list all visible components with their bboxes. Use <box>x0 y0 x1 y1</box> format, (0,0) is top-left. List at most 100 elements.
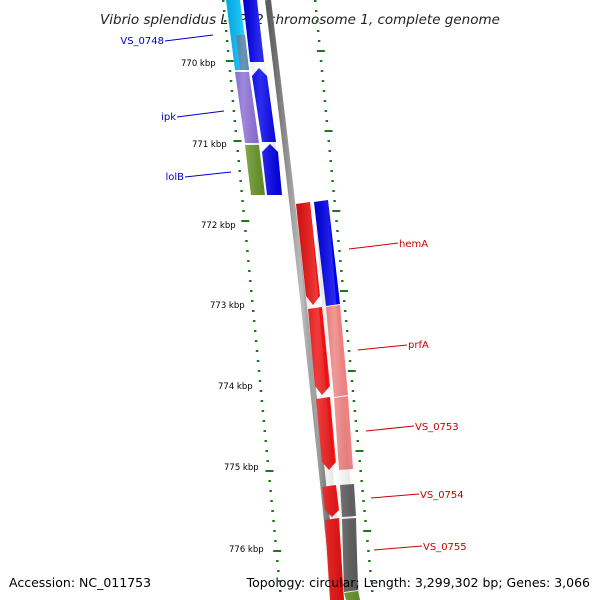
ruler-tick-minor <box>276 560 279 562</box>
ruler-tick-minor <box>258 380 262 382</box>
kbp-label-774: 774 kbp <box>218 382 253 392</box>
ruler-tick-minor <box>273 530 276 532</box>
ruler-tick-minor <box>327 140 331 142</box>
gene-label-prfA[interactable]: prfA <box>408 340 429 351</box>
ruler-tick-minor <box>231 100 235 102</box>
ruler-tick-minor <box>332 190 335 192</box>
ruler-tick-minor <box>344 320 348 322</box>
ruler-tick-minor <box>331 180 334 182</box>
ruler-tick-minor <box>324 110 328 112</box>
kbp-label-771: 771 kbp <box>192 140 227 150</box>
ruler-tick-minor <box>251 300 254 302</box>
ruler-tick-major <box>273 550 282 552</box>
ruler-tick-minor <box>363 510 366 512</box>
ruler-tick-minor <box>354 420 358 422</box>
ruler-tick-minor <box>321 80 325 82</box>
ruler-tick-minor <box>358 460 361 462</box>
gene-label-lolB[interactable]: lolB <box>165 172 184 183</box>
ruler-tick-minor <box>250 290 253 292</box>
cds-bar-upper-shine <box>243 0 282 195</box>
ruler-tick-minor <box>277 570 280 572</box>
ruler-tick-minor <box>337 240 340 242</box>
ruler-tick-minor <box>230 90 234 92</box>
ruler-tick-minor <box>239 180 242 182</box>
ruler-tick-minor <box>225 40 229 42</box>
ruler-tick-minor <box>265 450 268 452</box>
ruler-tick-minor <box>343 300 346 302</box>
ruler-tick-minor <box>233 120 237 122</box>
gene-label-vs0755[interactable]: VS_0755 <box>423 542 467 553</box>
ruler-tick-minor <box>352 400 356 402</box>
ruler-tick-minor <box>350 380 354 382</box>
gene-label-hemA[interactable]: hemA <box>399 239 428 250</box>
ruler-tick-major <box>332 210 341 212</box>
ruler-tick-minor <box>269 490 272 492</box>
gene-label-vs0753[interactable]: VS_0753 <box>415 422 459 433</box>
ruler-tick-minor <box>345 330 349 332</box>
ruler-tick-major <box>355 450 364 452</box>
ruler-tick-minor <box>336 230 339 232</box>
ruler-tick-minor <box>236 150 239 152</box>
ruler-tick-major <box>340 290 349 292</box>
ruler-tick-minor <box>256 360 260 362</box>
ruler-tick-minor <box>272 520 275 522</box>
ruler-tick-minor <box>335 220 338 222</box>
ruler-tick-minor <box>330 170 333 172</box>
ruler-tick-minor <box>314 0 317 2</box>
gene-lower-shine <box>314 200 360 600</box>
ruler-tick-minor <box>346 340 350 342</box>
ruler-tick-minor <box>341 280 344 282</box>
ruler-tick-minor <box>268 480 271 482</box>
ruler-tick-minor <box>353 410 357 412</box>
ruler-tick-minor <box>234 130 238 132</box>
ruler-tick-major <box>316 50 325 52</box>
leader-vs0753 <box>365 425 415 432</box>
ruler-tick-minor <box>359 470 362 472</box>
ruler-tick-major <box>324 130 333 132</box>
ruler-tick-major <box>347 370 356 372</box>
ruler-tick-minor <box>364 520 367 522</box>
ruler-tick-minor <box>260 400 264 402</box>
ruler-tick-minor <box>263 430 267 432</box>
ruler-tick-minor <box>356 440 360 442</box>
kbp-label-775: 775 kbp <box>224 463 259 473</box>
ruler-tick-minor <box>246 250 249 252</box>
ruler-tick-minor <box>322 90 326 92</box>
leader-vs0748 <box>164 34 214 42</box>
gene-leader-lines <box>164 34 423 551</box>
ruler-tick-minor <box>224 30 228 32</box>
gene-track-lower <box>296 200 360 600</box>
ruler-tick-minor <box>251 310 255 312</box>
ruler-tick-minor <box>271 510 274 512</box>
ruler-tick-minor <box>245 240 248 242</box>
gene-label-ipk[interactable]: ipk <box>161 112 176 123</box>
ruler-tick-minor <box>333 200 336 202</box>
leader-vs0754 <box>370 493 420 499</box>
cds-red-shine <box>296 202 344 600</box>
accession-text: Accession: NC_011753 <box>9 575 151 590</box>
ruler-tick-minor <box>340 270 343 272</box>
ruler-tick-major <box>233 140 242 142</box>
leader-lolB <box>184 171 232 178</box>
ruler-tick-minor <box>241 200 244 202</box>
ruler-tick-minor <box>249 280 252 282</box>
ruler-tick-minor <box>315 20 319 22</box>
ruler-tick-minor <box>254 340 258 342</box>
ruler-tick-minor <box>319 60 323 62</box>
ruler-tick-minor <box>237 160 240 162</box>
gene-label-vs0754[interactable]: VS_0754 <box>420 490 464 501</box>
ruler-tick-minor <box>278 580 281 582</box>
genome-summary-text: Topology: circular; Length: 3,299,302 bp… <box>246 575 590 590</box>
ruler-tick-minor <box>240 190 243 192</box>
ruler-tick-minor <box>274 540 277 542</box>
ruler-tick-minor <box>355 430 359 432</box>
ruler-tick-minor <box>257 370 261 372</box>
ruler-tick-minor <box>328 150 331 152</box>
ruler-tick-minor <box>320 70 324 72</box>
ruler-tick-minor <box>253 330 257 332</box>
ruler-tick-minor <box>323 100 327 102</box>
ruler-tick-minor <box>259 390 263 392</box>
ruler-tick-minor <box>222 10 226 12</box>
gene-label-vs0748[interactable]: VS_0748 <box>120 36 164 47</box>
